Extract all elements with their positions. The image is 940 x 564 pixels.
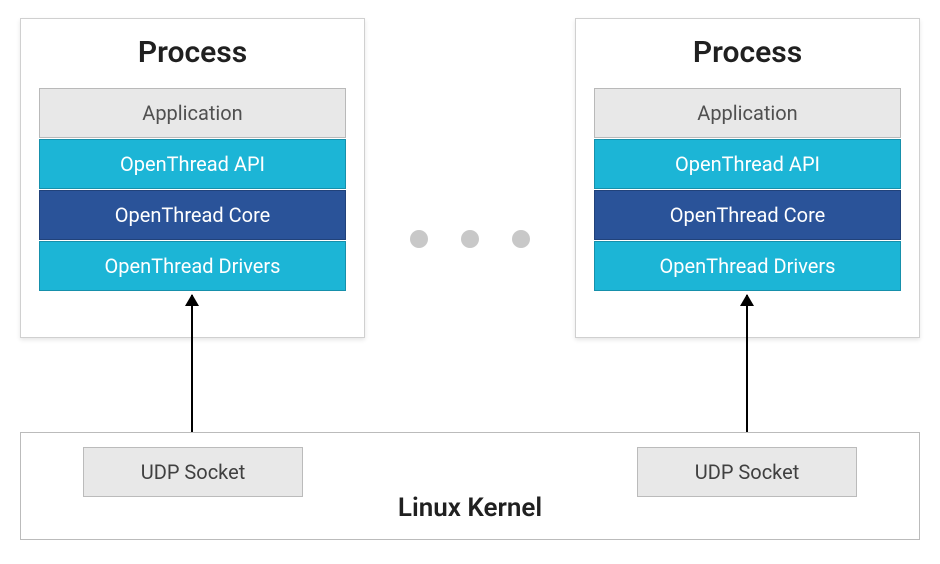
dot-icon bbox=[461, 230, 479, 248]
arrow-left bbox=[191, 295, 193, 446]
process-title-right: Process bbox=[594, 35, 901, 70]
layer-openthread-api: OpenThread API bbox=[39, 139, 346, 189]
process-layers-left: ApplicationOpenThread APIOpenThread Core… bbox=[39, 88, 346, 291]
udp-socket-right: UDP Socket bbox=[637, 447, 857, 497]
udp-socket-left: UDP Socket bbox=[83, 447, 303, 497]
process-box-right: Process ApplicationOpenThread APIOpenThr… bbox=[575, 18, 920, 338]
layer-openthread-core: OpenThread Core bbox=[39, 190, 346, 240]
layer-openthread-core: OpenThread Core bbox=[594, 190, 901, 240]
layer-openthread-api: OpenThread API bbox=[594, 139, 901, 189]
udp-socket-right-label: UDP Socket bbox=[695, 460, 800, 484]
process-box-left: Process ApplicationOpenThread APIOpenThr… bbox=[20, 18, 365, 338]
layer-openthread-drivers: OpenThread Drivers bbox=[39, 241, 346, 291]
ellipsis-dots bbox=[410, 230, 530, 248]
udp-socket-left-label: UDP Socket bbox=[141, 460, 246, 484]
dot-icon bbox=[410, 230, 428, 248]
layer-application: Application bbox=[594, 88, 901, 138]
process-title-left: Process bbox=[39, 35, 346, 70]
process-layers-right: ApplicationOpenThread APIOpenThread Core… bbox=[594, 88, 901, 291]
kernel-label: Linux Kernel bbox=[398, 493, 542, 523]
layer-application: Application bbox=[39, 88, 346, 138]
arrow-right bbox=[746, 295, 748, 446]
layer-openthread-drivers: OpenThread Drivers bbox=[594, 241, 901, 291]
dot-icon bbox=[512, 230, 530, 248]
kernel-box: UDP Socket UDP Socket Linux Kernel bbox=[20, 432, 920, 540]
